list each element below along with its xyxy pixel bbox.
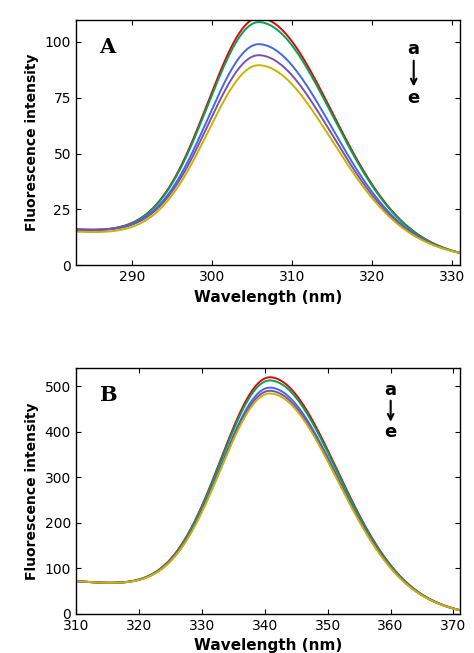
Text: B: B: [99, 385, 117, 406]
Text: e: e: [384, 423, 397, 441]
Y-axis label: Fluorescence intensity: Fluorescence intensity: [25, 402, 39, 580]
Text: e: e: [408, 89, 420, 107]
Y-axis label: Fluorescence intensity: Fluorescence intensity: [25, 54, 39, 231]
X-axis label: Wavelength (nm): Wavelength (nm): [194, 638, 342, 653]
X-axis label: Wavelength (nm): Wavelength (nm): [194, 289, 342, 304]
Text: a: a: [385, 381, 397, 400]
Text: A: A: [99, 37, 115, 57]
Text: a: a: [408, 40, 419, 58]
